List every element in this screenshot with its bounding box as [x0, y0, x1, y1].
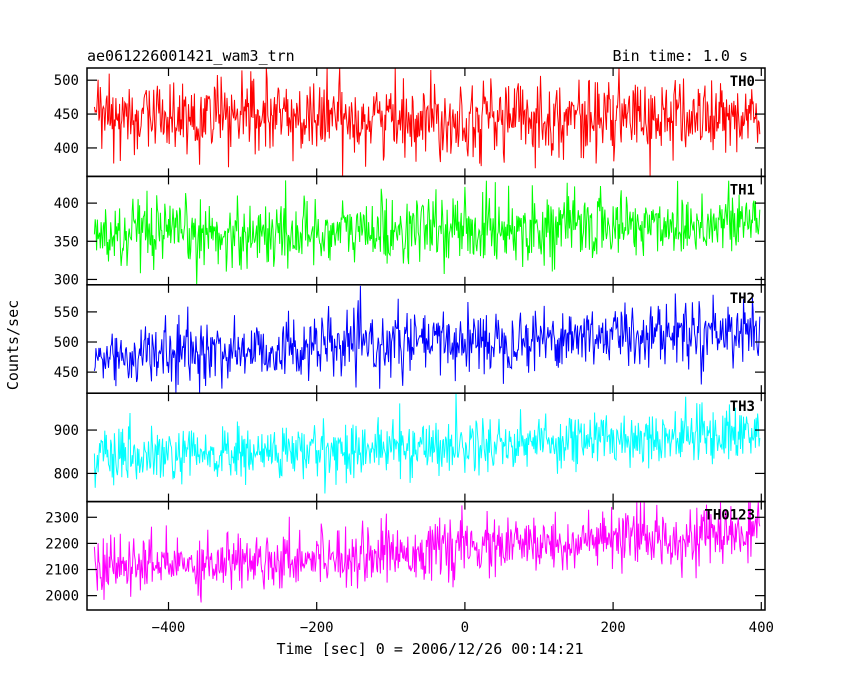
x-tick-label: 200 — [600, 620, 625, 636]
panel-label-th3: TH3 — [730, 399, 755, 415]
panel-th0123: 2000 2100 2200 2300 TH0123 — [45, 500, 766, 611]
y-tick-label: 450 — [54, 107, 79, 123]
series-line-th3 — [93, 393, 761, 494]
y-tick-label: 300 — [54, 272, 79, 288]
y-tick-label: 900 — [54, 423, 79, 439]
x-tick-label: −400 — [152, 620, 186, 636]
x-tick-label: −200 — [300, 620, 334, 636]
y-tick-label: 550 — [54, 305, 79, 321]
y-tick-label: 350 — [54, 234, 79, 250]
y-tick-label: 500 — [54, 335, 79, 351]
series-line-th1 — [93, 180, 761, 285]
panel-th3: 800 900 TH3 — [54, 392, 766, 503]
y-tick-label: 2200 — [45, 536, 79, 552]
panel-label-th2: TH2 — [730, 291, 755, 307]
panel-th0: 400 450 500 TH0 — [54, 67, 766, 178]
panel-label-th1: TH1 — [730, 182, 755, 198]
bin-time-label: Bin time: 1.0 s — [613, 47, 748, 65]
x-tick-label: 0 — [461, 620, 469, 636]
series-line-th0 — [93, 67, 761, 177]
panels: 400 450 500 TH0 300 350 400 TH1 450 500 550 TH2 800 9… — [45, 67, 774, 636]
y-tick-label: 400 — [54, 196, 79, 212]
panel-th1: 300 350 400 TH1 — [54, 175, 766, 288]
series-line-th2 — [93, 285, 761, 394]
y-tick-label: 500 — [54, 73, 79, 89]
y-tick-label: 450 — [54, 365, 79, 381]
chart-title: ae061226001421_wam3_trn — [87, 47, 295, 65]
panel-frame — [86, 500, 766, 611]
panel-label-th0123: TH0123 — [704, 508, 755, 524]
y-tick-label: 2300 — [45, 510, 79, 526]
y-tick-label: 2100 — [45, 563, 79, 579]
y-axis-label: Counts/sec — [4, 300, 22, 390]
panel-label-th0: TH0 — [730, 74, 755, 90]
x-axis-label: Time [sec] 0 = 2006/12/26 00:14:21 — [276, 640, 583, 658]
y-tick-label: 2000 — [45, 589, 79, 605]
series-line-th0123 — [93, 501, 761, 603]
y-tick-label: 400 — [54, 141, 79, 157]
x-tick-label: 400 — [749, 620, 774, 636]
panel-th2: 450 500 550 TH2 — [54, 284, 766, 394]
y-tick-label: 800 — [54, 466, 79, 482]
